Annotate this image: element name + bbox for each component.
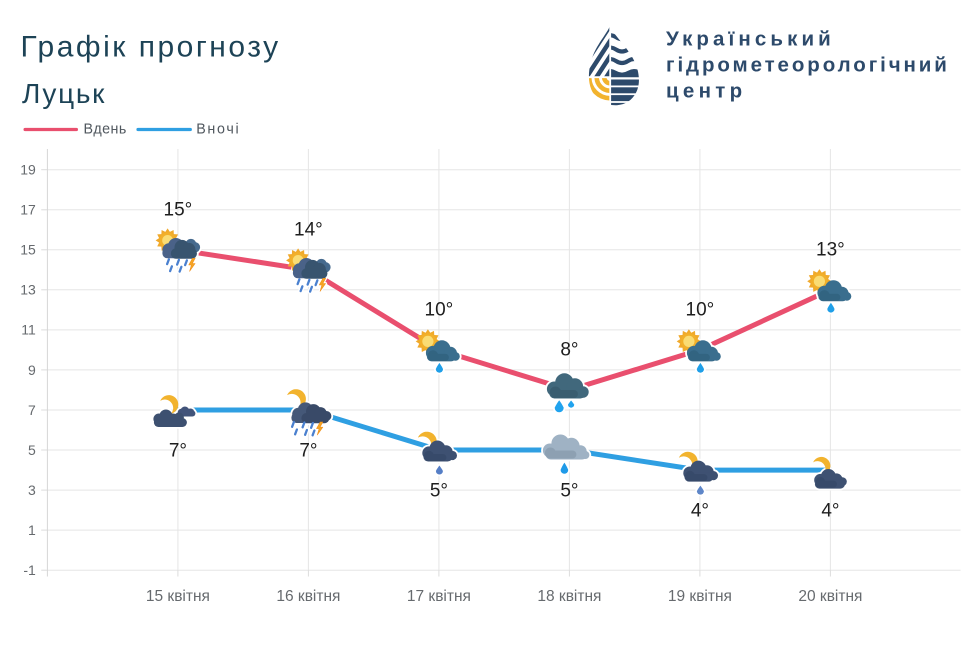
svg-text:-1: -1 bbox=[23, 562, 36, 578]
svg-text:19 квітня: 19 квітня bbox=[668, 588, 732, 605]
svg-text:17: 17 bbox=[20, 202, 36, 218]
svg-text:14°: 14° bbox=[294, 219, 323, 240]
svg-text:8°: 8° bbox=[560, 340, 578, 361]
svg-text:4°: 4° bbox=[691, 501, 709, 522]
svg-text:Графік прогнозу: Графік прогнозу bbox=[21, 30, 281, 63]
svg-text:17 квітня: 17 квітня bbox=[407, 588, 471, 605]
svg-text:4°: 4° bbox=[821, 501, 839, 522]
svg-text:16 квітня: 16 квітня bbox=[276, 588, 340, 605]
svg-text:11: 11 bbox=[21, 322, 36, 338]
svg-text:гідрометеорологічний: гідрометеорологічний bbox=[666, 54, 950, 77]
svg-text:1: 1 bbox=[28, 522, 36, 538]
svg-text:7°: 7° bbox=[299, 441, 317, 462]
svg-text:5°: 5° bbox=[560, 481, 578, 502]
svg-text:Вдень: Вдень bbox=[84, 122, 127, 138]
svg-text:18 квітня: 18 квітня bbox=[537, 588, 601, 605]
svg-text:20 квітня: 20 квітня bbox=[798, 588, 862, 605]
svg-text:Луцьк: Луцьк bbox=[22, 78, 106, 109]
svg-text:центр: центр bbox=[666, 79, 746, 102]
svg-text:9: 9 bbox=[28, 362, 36, 378]
svg-text:Український: Український bbox=[666, 28, 835, 51]
svg-text:10°: 10° bbox=[686, 299, 715, 320]
svg-text:3: 3 bbox=[28, 482, 36, 498]
svg-text:5°: 5° bbox=[430, 481, 448, 502]
svg-text:15: 15 bbox=[20, 242, 36, 258]
svg-text:7: 7 bbox=[28, 402, 36, 418]
svg-text:13°: 13° bbox=[816, 239, 845, 260]
svg-text:5: 5 bbox=[28, 442, 36, 458]
svg-text:Вночі: Вночі bbox=[196, 122, 240, 138]
svg-text:15°: 15° bbox=[164, 199, 193, 220]
svg-text:13: 13 bbox=[20, 282, 36, 298]
svg-text:19: 19 bbox=[20, 162, 36, 178]
svg-text:15 квітня: 15 квітня bbox=[146, 588, 210, 605]
svg-text:7°: 7° bbox=[169, 441, 187, 462]
svg-text:10°: 10° bbox=[425, 299, 454, 320]
